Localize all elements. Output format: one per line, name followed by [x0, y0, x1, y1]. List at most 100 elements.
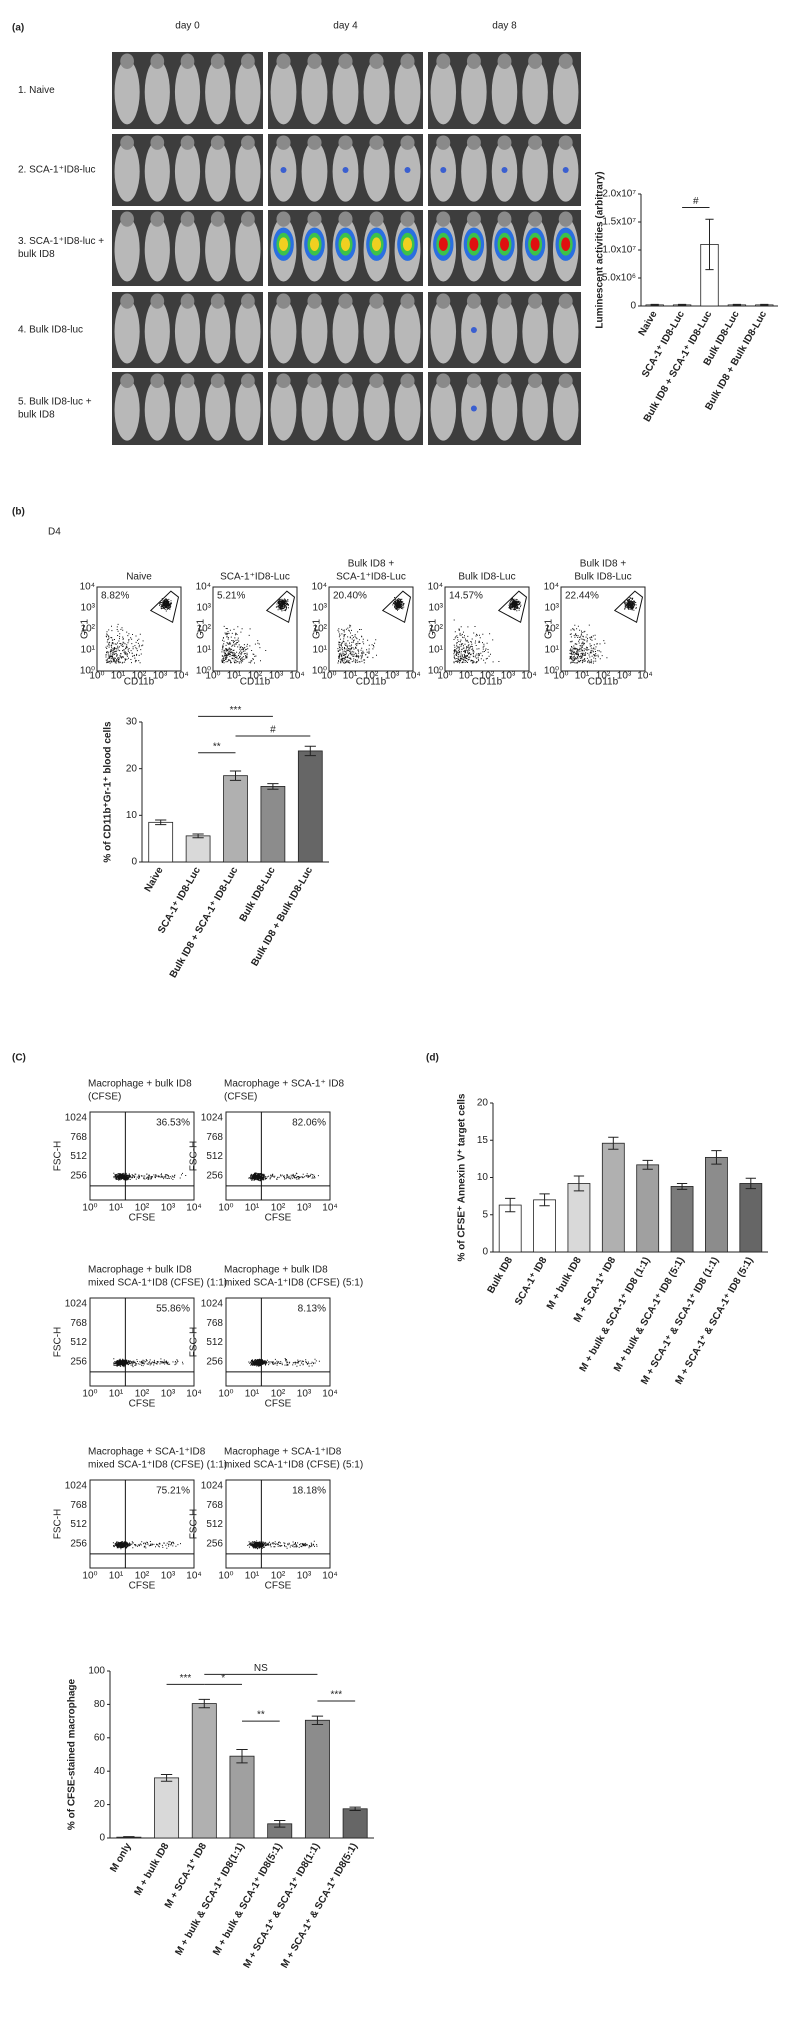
- y-tick-label: 20: [94, 1799, 106, 1810]
- events: [113, 1358, 184, 1368]
- y-tick-label: 10¹: [197, 645, 212, 656]
- mouse-head: [150, 293, 165, 309]
- mouse: [144, 59, 170, 125]
- mouse: [430, 379, 457, 441]
- bar: [148, 821, 174, 863]
- mouse-head: [497, 211, 512, 227]
- error-bar: [274, 1819, 286, 1828]
- x-tick-label: M + bulk ID8: [133, 1841, 172, 1898]
- plot-frame: [89, 1297, 195, 1387]
- y-tick-label: 10²: [81, 624, 96, 635]
- x-tick-label: SCA-1⁺ ID8: [513, 1255, 550, 1307]
- y-tick-label: 10⁰: [544, 666, 559, 677]
- error-bar: [123, 1836, 135, 1839]
- plot-title: Bulk ID8-Luc: [574, 572, 631, 583]
- plot-frame: [225, 1479, 331, 1569]
- y-tick-label: 10⁴: [196, 582, 211, 593]
- x-tick-label: 10⁰: [82, 1389, 97, 1400]
- y-tick-label: 80: [94, 1699, 106, 1710]
- mouse-head: [528, 211, 543, 227]
- signal: [470, 405, 477, 412]
- x-tick-label: 10³: [297, 1203, 312, 1214]
- mouse-head: [307, 293, 322, 309]
- y-tick-label: 0: [99, 1833, 105, 1844]
- day-label: day 4: [333, 21, 358, 32]
- mouse-head: [369, 53, 384, 69]
- x-tick-label: 10⁰: [218, 1203, 233, 1214]
- error-bar: [608, 1136, 619, 1150]
- mouse-head: [436, 373, 451, 389]
- mouse: [205, 59, 231, 125]
- error-bar: [311, 1715, 324, 1725]
- y-tick-label: 10³: [81, 603, 96, 614]
- x-tick-label: 10¹: [245, 1571, 260, 1582]
- error-bar: [650, 303, 659, 306]
- bar: [342, 1808, 368, 1839]
- mouse-head: [369, 373, 384, 389]
- y-tick-label: 512: [70, 1519, 87, 1530]
- day-label: day 0: [175, 21, 200, 32]
- y-tick-label: 256: [206, 1356, 223, 1367]
- panel-label: (a): [12, 23, 24, 34]
- y-tick-label: 10⁴: [312, 582, 327, 593]
- mouse-head: [400, 135, 415, 150]
- bar: [705, 1156, 728, 1253]
- x-tick-label: M + bulk & SCA-1⁺ ID8 (1:1): [578, 1255, 653, 1374]
- x-tick-label: 10¹: [109, 1571, 124, 1582]
- plot-title: mixed SCA-1⁺ID8 (CFSE) (5:1): [224, 1460, 363, 1471]
- mouse-head: [180, 135, 195, 150]
- plot-frame: [89, 1479, 195, 1569]
- x-tick-label: Naive: [637, 309, 660, 338]
- mouse-head: [528, 135, 543, 150]
- error-bar: [155, 819, 167, 826]
- mouse-head: [558, 293, 573, 309]
- gate-percent: 20.40%: [333, 591, 367, 602]
- mouse: [144, 299, 170, 364]
- mouse: [552, 59, 579, 125]
- y-tick-label: 1024: [201, 1112, 224, 1123]
- error-bar: [573, 1175, 585, 1192]
- bar: [636, 1164, 660, 1253]
- plot-title: SCA-1⁺ID8-Luc: [220, 572, 290, 583]
- mouse-head: [150, 135, 165, 150]
- y-tick-label: 10³: [429, 603, 444, 614]
- gate-percent: 5.21%: [217, 591, 245, 602]
- x-tick-label: M + bulk & SCA-1⁺ ID8(1:1): [173, 1841, 246, 1957]
- mouse: [205, 299, 231, 364]
- mouse-head: [338, 135, 353, 150]
- bar: [260, 786, 286, 863]
- signal: [280, 167, 287, 173]
- bar: [739, 1183, 763, 1253]
- y-axis-title: FSC-H: [53, 1509, 64, 1540]
- y-axis-title: % of CFSE-stained macrophage: [67, 1678, 78, 1830]
- day-label: D4: [48, 527, 61, 538]
- mouse: [552, 379, 579, 441]
- signal: [469, 237, 479, 252]
- mouse: [114, 217, 140, 282]
- y-tick-label: 5.0x10⁶: [602, 273, 636, 284]
- mouse-head: [497, 135, 512, 150]
- x-tick-label: 10²: [364, 671, 379, 682]
- x-tick-label: 10³: [269, 671, 284, 682]
- error-bar: [267, 783, 279, 790]
- gate-percent: 8.13%: [298, 1304, 326, 1315]
- signal: [562, 167, 569, 173]
- gate-percent: 82.06%: [292, 1118, 326, 1129]
- x-tick-label: 10²: [596, 671, 611, 682]
- error-bar: [711, 1150, 722, 1165]
- y-tick-label: 256: [70, 1170, 87, 1181]
- y-tick-label: 10²: [545, 624, 560, 635]
- significance-label: #: [270, 725, 276, 736]
- x-tick-label: 10⁰: [321, 671, 336, 682]
- y-tick-label: 100: [88, 1666, 105, 1677]
- y-tick-label: 10⁴: [544, 582, 559, 593]
- mouse: [235, 217, 261, 282]
- mouse-head: [241, 53, 255, 69]
- signal: [342, 167, 349, 173]
- mouse: [114, 141, 140, 202]
- y-tick-label: 512: [70, 1337, 87, 1348]
- significance-label: ***: [180, 1673, 192, 1684]
- x-tick-label: M only: [108, 1841, 134, 1874]
- mouse-head: [150, 373, 165, 389]
- y-axis-title: Gr-1: [196, 619, 207, 639]
